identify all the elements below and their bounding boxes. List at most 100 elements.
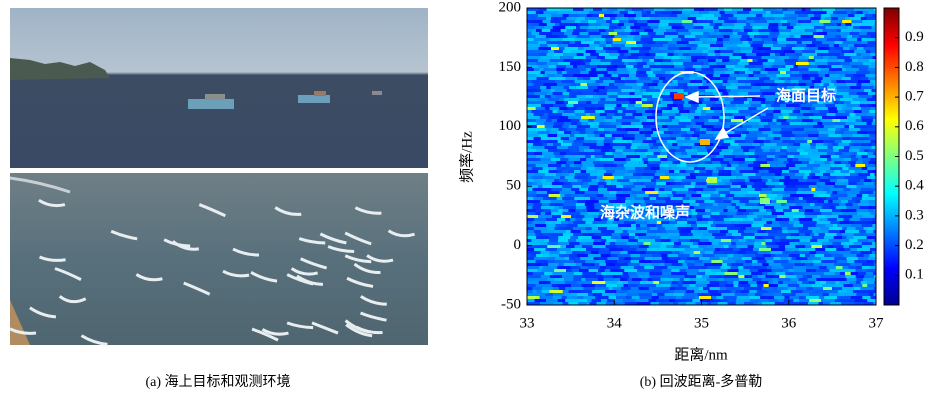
heatmap-cell xyxy=(560,191,570,194)
heatmap-cell xyxy=(655,62,661,65)
heatmap-cell xyxy=(547,44,557,47)
heatmap-cell xyxy=(665,77,670,80)
heatmap-cell xyxy=(748,233,755,236)
heatmap-cell xyxy=(646,14,658,17)
heatmap-cell xyxy=(592,227,598,230)
heatmap-cell xyxy=(728,209,738,212)
heatmap-cell xyxy=(604,143,610,146)
heatmap-cell xyxy=(641,176,654,179)
heatmap-cell xyxy=(566,161,574,164)
heatmap-cell xyxy=(668,53,674,56)
heatmap-cell xyxy=(552,215,561,218)
heatmap-cell xyxy=(711,128,722,131)
heatmap-cell xyxy=(623,110,637,113)
heatmap-cell xyxy=(813,287,823,290)
heatmap-cell xyxy=(710,107,722,110)
heatmap-cell xyxy=(770,86,775,89)
heatmap-cell xyxy=(567,29,573,32)
heatmap-cell xyxy=(810,137,818,140)
heatmap-cell xyxy=(761,146,770,149)
heatmap-cell xyxy=(699,11,709,14)
heatmap-cell xyxy=(845,275,855,278)
heatmap-cell xyxy=(784,161,789,164)
heatmap-cell xyxy=(548,50,554,53)
heatmap-cell xyxy=(815,173,823,176)
heatmap-cell xyxy=(691,194,701,197)
heatmap-cell xyxy=(714,71,725,74)
heatmap-cell xyxy=(769,23,778,26)
heatmap-cell xyxy=(640,251,646,254)
heatmap-cell xyxy=(628,272,636,275)
heatmap-cell xyxy=(790,194,803,197)
heatmap-cell xyxy=(587,104,594,107)
heatmap-cell xyxy=(794,200,806,203)
heatmap-cell xyxy=(788,269,794,272)
heatmap-cell xyxy=(858,173,870,176)
heatmap-cell xyxy=(812,236,818,239)
heatmap-cell xyxy=(867,299,879,302)
heatmap-cell xyxy=(563,14,569,17)
heatmap-cell xyxy=(862,110,870,113)
heatmap-cell xyxy=(856,281,861,284)
heatmap-cell xyxy=(782,134,795,137)
heatmap-cell xyxy=(674,242,681,245)
heatmap-cell xyxy=(678,260,685,263)
heatmap-cell xyxy=(599,248,609,251)
heatmap-cell xyxy=(763,236,775,239)
heatmap-cell xyxy=(672,11,682,14)
heatmap-cell xyxy=(535,173,545,176)
heatmap-cell xyxy=(644,266,654,269)
heatmap-cell xyxy=(548,236,558,239)
heatmap-cell xyxy=(547,227,555,230)
heatmap-cell xyxy=(664,188,672,191)
heatmap-cell xyxy=(586,68,591,71)
heatmap-cell xyxy=(763,167,767,170)
heatmap-cell xyxy=(846,83,857,86)
heatmap-cell xyxy=(537,149,541,152)
heatmap-cell xyxy=(867,17,876,20)
heatmap-cell xyxy=(698,248,704,251)
heatmap-cell xyxy=(673,62,683,65)
heatmap-cell xyxy=(565,218,570,221)
heatmap-cell xyxy=(850,47,857,50)
heatmap-cell xyxy=(748,92,762,95)
heatmap-cell xyxy=(698,287,703,290)
heatmap-cell xyxy=(689,113,701,116)
heatmap-cell xyxy=(772,14,785,17)
heatmap-cell xyxy=(842,236,846,239)
heatmap-cell xyxy=(873,116,883,119)
heatmap-cell xyxy=(552,182,564,185)
heatmap-cell xyxy=(699,257,709,260)
heatmap-cell xyxy=(545,101,556,104)
heatmap-cell xyxy=(839,203,846,206)
heatmap-cell xyxy=(606,272,611,275)
heatmap-cell xyxy=(651,44,663,47)
heatmap-cell xyxy=(809,173,815,176)
heatmap-cell xyxy=(640,131,654,134)
heatmap-cell xyxy=(763,26,768,29)
heatmap-cell xyxy=(611,251,620,254)
heatmap-cell xyxy=(697,224,711,227)
heatmap-cell xyxy=(614,113,625,116)
heatmap-cell xyxy=(662,272,671,275)
heatmap-cell xyxy=(527,50,535,53)
heatmap-cell xyxy=(635,233,646,236)
heatmap-cell xyxy=(574,278,582,281)
heatmap-cell xyxy=(712,116,719,119)
heatmap-cell xyxy=(584,215,593,218)
heatmap-cell xyxy=(655,239,661,242)
heatmap-cell xyxy=(572,50,586,53)
heatmap-cell xyxy=(844,218,850,221)
heatmap-cell xyxy=(681,128,690,131)
heatmap-cell xyxy=(583,89,594,92)
heatmap-cell xyxy=(566,152,578,155)
heatmap-cell xyxy=(609,83,614,86)
heatmap-cell xyxy=(662,224,674,227)
heatmap-cell xyxy=(796,62,809,65)
heatmap-cell xyxy=(629,236,635,239)
heatmap-cell xyxy=(818,137,830,140)
heatmap-cell xyxy=(851,224,862,227)
heatmap-cell xyxy=(873,188,883,191)
heatmap-cell xyxy=(569,14,580,17)
heatmap-cell xyxy=(650,272,663,275)
